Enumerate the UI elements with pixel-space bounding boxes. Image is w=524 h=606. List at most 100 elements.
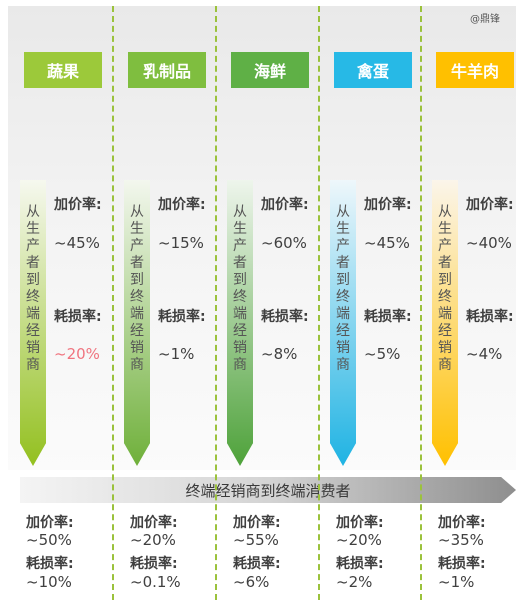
retail-stage-arrow [20, 477, 516, 503]
loss-label: 耗损率: [466, 309, 514, 325]
flow-label-char: 终 [130, 289, 144, 305]
flow-label-char: 商 [233, 357, 247, 373]
markup-label: 加价率: [261, 197, 309, 213]
category-label: 海鲜 [231, 52, 309, 88]
loss-label: 耗损率: [54, 309, 102, 325]
flow-label-char: 终 [438, 289, 452, 305]
flow-label-char: 从 [233, 204, 247, 220]
category-label: 牛羊肉 [436, 52, 514, 88]
flow-label-char: 商 [130, 357, 144, 373]
retail-markup-value: ~20% [336, 531, 382, 549]
flow-label-char: 到 [438, 272, 452, 288]
flow-label-char: 端 [233, 306, 247, 322]
flow-label-char: 产 [26, 238, 40, 254]
flow-label-char: 到 [233, 272, 247, 288]
retail-markup-label: 加价率: [233, 515, 281, 531]
flow-label-char: 从 [26, 204, 40, 220]
flow-label-char: 经 [233, 323, 247, 339]
retail-markup-value: ~55% [233, 531, 279, 549]
loss-label: 耗损率: [364, 309, 412, 325]
retail-loss-label: 耗损率: [438, 556, 486, 572]
flow-label-char: 终 [336, 289, 350, 305]
loss-label: 耗损率: [261, 309, 309, 325]
retail-loss-value: ~6% [233, 573, 270, 591]
retail-markup-value: ~20% [130, 531, 176, 549]
watermark: @鼎锋 [470, 14, 500, 25]
flow-label-char: 端 [336, 306, 350, 322]
flow-label-char: 终 [26, 289, 40, 305]
producer-to-distributor-arrow: 从生产者到终端经销商 [330, 180, 356, 466]
column-divider [318, 6, 320, 600]
flow-label-char: 端 [130, 306, 144, 322]
retail-markup-label: 加价率: [438, 515, 486, 531]
flow-label-char: 商 [26, 357, 40, 373]
flow-label-char: 商 [438, 357, 452, 373]
retail-markup-value: ~35% [438, 531, 484, 549]
markup-label: 加价率: [54, 197, 102, 213]
producer-to-distributor-arrow: 从生产者到终端经销商 [20, 180, 46, 466]
flow-label-char: 经 [336, 323, 350, 339]
flow-label-char: 从 [438, 204, 452, 220]
loss-value: ~8% [261, 345, 298, 363]
flow-label-vertical: 从生产者到终端经销商 [20, 204, 46, 374]
flow-label-char: 销 [26, 340, 40, 356]
flow-label-char: 销 [233, 340, 247, 356]
producer-to-distributor-arrow: 从生产者到终端经销商 [227, 180, 253, 466]
category-label: 乳制品 [128, 52, 206, 88]
markup-value: ~60% [261, 234, 307, 252]
retail-markup-label: 加价率: [26, 515, 74, 531]
flow-label-char: 产 [438, 238, 452, 254]
flow-label-char: 生 [438, 221, 452, 237]
loss-value: ~4% [466, 345, 503, 363]
producer-to-distributor-arrow: 从生产者到终端经销商 [432, 180, 458, 466]
flow-label-char: 生 [336, 221, 350, 237]
flow-label-char: 到 [336, 272, 350, 288]
flow-label-char: 经 [26, 323, 40, 339]
flow-label-char: 者 [336, 255, 350, 271]
flow-label-char: 从 [130, 204, 144, 220]
flow-label-char: 者 [233, 255, 247, 271]
markup-value: ~40% [466, 234, 512, 252]
flow-label-vertical: 从生产者到终端经销商 [432, 204, 458, 374]
column-divider [112, 6, 114, 600]
flow-label-char: 者 [438, 255, 452, 271]
flow-label-char: 商 [336, 357, 350, 373]
loss-value: ~20% [54, 345, 100, 363]
flow-label-char: 经 [130, 323, 144, 339]
flow-label-char: 销 [336, 340, 350, 356]
markup-value: ~45% [364, 234, 410, 252]
retail-loss-label: 耗损率: [233, 556, 281, 572]
markup-value: ~45% [54, 234, 100, 252]
flow-label-char: 从 [336, 204, 350, 220]
producer-to-distributor-arrow: 从生产者到终端经销商 [124, 180, 150, 466]
flow-label-vertical: 从生产者到终端经销商 [330, 204, 356, 374]
retail-loss-value: ~0.1% [130, 573, 181, 591]
flow-label-char: 者 [26, 255, 40, 271]
retail-stage-title: 终端经销商到终端消费者 [185, 481, 351, 500]
markup-label: 加价率: [158, 197, 206, 213]
flow-label-char: 者 [130, 255, 144, 271]
loss-label: 耗损率: [158, 309, 206, 325]
flow-label-char: 生 [130, 221, 144, 237]
flow-label-char: 到 [26, 272, 40, 288]
flow-label-char: 生 [26, 221, 40, 237]
flow-label-char: 产 [233, 238, 247, 254]
flow-label-char: 生 [233, 221, 247, 237]
flow-label-char: 端 [438, 306, 452, 322]
retail-markup-label: 加价率: [336, 515, 384, 531]
flow-label-char: 销 [130, 340, 144, 356]
retail-loss-label: 耗损率: [336, 556, 384, 572]
column-divider [420, 6, 422, 600]
flow-label-vertical: 从生产者到终端经销商 [124, 204, 150, 374]
category-label: 蔬果 [24, 52, 102, 88]
flow-label-char: 到 [130, 272, 144, 288]
flow-label-char: 产 [130, 238, 144, 254]
loss-value: ~1% [158, 345, 195, 363]
retail-loss-label: 耗损率: [130, 556, 178, 572]
flow-label-char: 产 [336, 238, 350, 254]
flow-label-char: 销 [438, 340, 452, 356]
markup-value: ~15% [158, 234, 204, 252]
retail-markup-value: ~50% [26, 531, 72, 549]
retail-loss-value: ~2% [336, 573, 373, 591]
